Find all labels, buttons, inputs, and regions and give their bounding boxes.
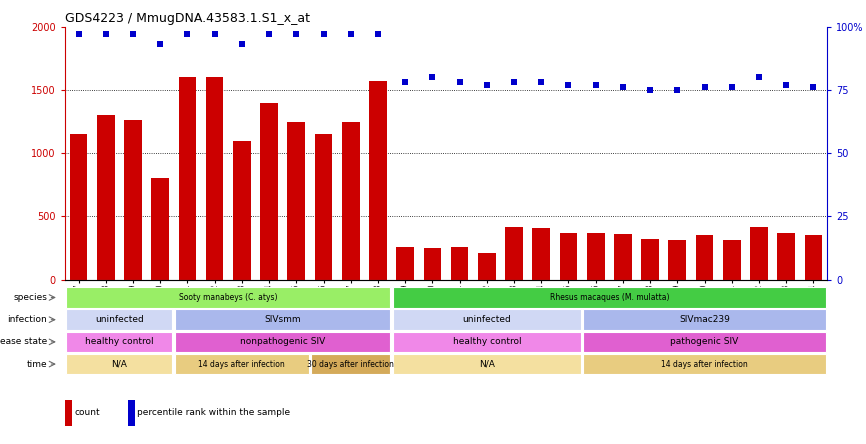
Bar	[533, 228, 550, 280]
Bar	[152, 178, 169, 280]
Point	[235, 41, 249, 48]
Bar	[67, 309, 172, 330]
Bar	[669, 241, 686, 280]
Point	[806, 84, 820, 91]
Bar	[342, 122, 359, 280]
Point	[344, 31, 358, 38]
Point	[725, 84, 739, 91]
Text: count: count	[74, 408, 100, 417]
Text: species: species	[13, 293, 48, 302]
Bar	[175, 309, 391, 330]
Text: uninfected: uninfected	[95, 315, 144, 324]
Point	[561, 81, 575, 88]
Bar	[393, 287, 825, 308]
Bar	[311, 354, 391, 374]
Text: GDS4223 / MmugDNA.43583.1.S1_x_at: GDS4223 / MmugDNA.43583.1.S1_x_at	[65, 12, 310, 25]
Point	[99, 31, 113, 38]
Point	[371, 31, 385, 38]
Point	[670, 87, 684, 94]
Point	[507, 79, 521, 86]
Text: SIVsmm: SIVsmm	[264, 315, 301, 324]
Text: nonpathogenic SIV: nonpathogenic SIV	[240, 337, 326, 346]
Bar	[393, 309, 581, 330]
Point	[589, 81, 603, 88]
Text: pathogenic SIV: pathogenic SIV	[670, 337, 739, 346]
Text: percentile rank within the sample: percentile rank within the sample	[138, 408, 291, 417]
Bar	[233, 141, 251, 280]
Point	[779, 81, 793, 88]
Bar	[128, 400, 135, 426]
Bar	[695, 235, 714, 280]
Text: time: time	[27, 360, 48, 369]
Point	[317, 31, 331, 38]
Text: N/A: N/A	[479, 360, 494, 369]
Bar	[288, 122, 305, 280]
Bar	[175, 332, 391, 352]
Bar	[478, 253, 495, 280]
Point	[180, 31, 194, 38]
Bar	[67, 354, 172, 374]
Point	[208, 31, 222, 38]
Bar	[423, 248, 441, 280]
Bar	[393, 332, 581, 352]
Text: 30 days after infection: 30 days after infection	[307, 360, 394, 369]
Bar	[614, 234, 631, 280]
Text: 14 days after infection: 14 days after infection	[198, 360, 285, 369]
Text: healthy control: healthy control	[453, 337, 521, 346]
Text: healthy control: healthy control	[85, 337, 153, 346]
Point	[153, 41, 167, 48]
Text: infection: infection	[8, 315, 48, 324]
Point	[425, 74, 439, 81]
Bar	[450, 247, 469, 280]
Bar	[65, 400, 73, 426]
Point	[398, 79, 412, 86]
Point	[752, 74, 766, 81]
Bar	[314, 134, 333, 280]
Point	[616, 84, 630, 91]
Point	[534, 79, 548, 86]
Point	[262, 31, 276, 38]
Bar	[584, 309, 825, 330]
Text: 14 days after infection: 14 days after infection	[661, 360, 748, 369]
Text: disease state: disease state	[0, 337, 48, 346]
Bar	[69, 134, 87, 280]
Text: uninfected: uninfected	[462, 315, 511, 324]
Bar	[206, 77, 223, 280]
Point	[480, 81, 494, 88]
Point	[126, 31, 140, 38]
Point	[698, 84, 712, 91]
Text: Sooty manabeys (C. atys): Sooty manabeys (C. atys)	[179, 293, 277, 302]
Bar	[584, 354, 825, 374]
Bar	[393, 354, 581, 374]
Point	[289, 31, 303, 38]
Bar	[641, 239, 659, 280]
Bar	[723, 241, 740, 280]
Bar	[175, 354, 308, 374]
Bar	[584, 332, 825, 352]
Bar	[178, 77, 197, 280]
Text: SIVmac239: SIVmac239	[679, 315, 730, 324]
Bar	[587, 233, 604, 280]
Bar	[97, 115, 114, 280]
Bar	[369, 81, 387, 280]
Bar	[124, 120, 142, 280]
Bar	[67, 287, 391, 308]
Bar	[750, 226, 768, 280]
Bar	[559, 233, 578, 280]
Point	[643, 87, 657, 94]
Bar	[67, 332, 172, 352]
Bar	[805, 235, 822, 280]
Bar	[260, 103, 278, 280]
Bar	[778, 233, 795, 280]
Text: N/A: N/A	[112, 360, 127, 369]
Point	[72, 31, 86, 38]
Point	[453, 79, 467, 86]
Text: Rhesus macaques (M. mulatta): Rhesus macaques (M. mulatta)	[550, 293, 669, 302]
Bar	[505, 226, 523, 280]
Bar	[397, 247, 414, 280]
